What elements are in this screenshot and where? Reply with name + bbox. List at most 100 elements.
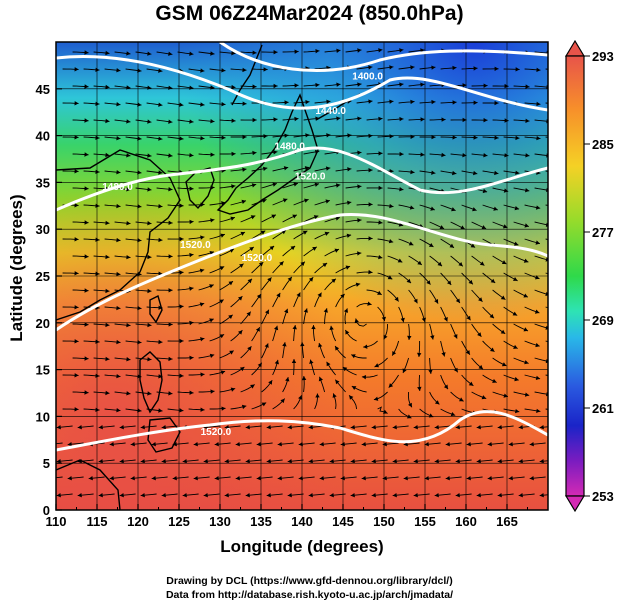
streamline-arrowhead xyxy=(209,251,214,256)
streamline-arrowhead xyxy=(266,493,271,498)
streamline-arrowhead xyxy=(308,459,313,464)
streamline-arrowhead xyxy=(105,118,110,124)
streamline-arrowhead xyxy=(413,493,418,498)
streamline-arrowhead xyxy=(105,254,110,260)
streamline-arrowhead xyxy=(309,359,314,364)
streamline-arrowhead xyxy=(535,240,540,245)
streamline-arrowhead xyxy=(340,442,345,447)
height-contours xyxy=(56,42,548,452)
streamline-arrowhead xyxy=(408,402,412,408)
streamline-arrowhead xyxy=(47,442,51,446)
streamline-arrowhead xyxy=(77,425,82,430)
streamline-arrowhead xyxy=(179,408,184,413)
streamline-arrowhead xyxy=(95,67,100,72)
streamline-arrowhead xyxy=(147,322,152,328)
streamline-arrowhead xyxy=(468,279,473,285)
streamline-arrowhead xyxy=(296,292,301,298)
streamline-arrowhead xyxy=(284,308,289,314)
streamline-arrowhead xyxy=(481,395,487,400)
streamline-arrowhead xyxy=(261,402,267,407)
streamline-arrowhead xyxy=(266,459,271,464)
lon-tick-label: 150 xyxy=(373,514,395,529)
streamline-arrowhead xyxy=(300,261,305,266)
streamline-arrowhead xyxy=(84,84,89,89)
streamline-arrowhead xyxy=(525,153,530,158)
contour-label: 1400.0 xyxy=(352,71,383,82)
streamline-arrowhead xyxy=(318,376,323,382)
streamline-arrowhead xyxy=(84,50,89,55)
contour-1520-south xyxy=(56,410,548,452)
streamline-arrowhead xyxy=(294,116,299,122)
streamline-arrowhead xyxy=(231,151,236,157)
streamline-arrowhead xyxy=(105,356,110,362)
streamline-arrowhead xyxy=(431,99,436,105)
streamline-arrowhead xyxy=(378,255,383,260)
streamline-arrowhead xyxy=(105,220,110,226)
streamline-arrowhead xyxy=(168,153,173,158)
streamline-arrowhead xyxy=(311,325,316,330)
streamline-arrowhead xyxy=(88,476,93,481)
streamline-arrowhead xyxy=(210,119,215,124)
streamline-arrowhead xyxy=(322,263,328,268)
contour-1400 xyxy=(219,42,548,72)
streamline-arrowhead xyxy=(193,476,198,481)
streamline-arrowhead xyxy=(224,425,229,430)
streamline-arrowhead xyxy=(137,305,142,311)
streamline-arrowhead xyxy=(389,65,394,70)
streamline-arrowhead xyxy=(105,390,110,396)
streamline-arrowhead xyxy=(455,298,460,303)
streamline-arrowhead xyxy=(455,425,460,430)
streamline-arrowhead xyxy=(313,215,319,220)
streamline-arrowhead xyxy=(209,284,214,289)
streamline-arrowhead xyxy=(95,203,100,208)
streamline-arrowhead xyxy=(494,100,499,106)
lon-tick-label: 125 xyxy=(168,514,190,529)
streamline-arrowhead xyxy=(403,476,408,481)
streamline-arrowhead xyxy=(284,100,289,105)
lat-tick-label: 20 xyxy=(36,316,50,331)
streamline-arrowhead xyxy=(473,66,478,71)
streamline-arrowhead xyxy=(140,493,145,498)
streamline-arrowhead xyxy=(515,170,520,175)
lon-tick-label: 165 xyxy=(496,514,518,529)
colorbar-body xyxy=(565,55,585,497)
streamline-arrowhead xyxy=(220,233,225,238)
streamline-arrowhead xyxy=(235,476,240,481)
streamline-arrowhead xyxy=(179,136,184,141)
streamline-arrowhead xyxy=(392,351,397,356)
streamline-arrowhead xyxy=(116,237,121,243)
streamline-arrowhead xyxy=(285,377,290,382)
streamline-arrowhead xyxy=(497,425,502,430)
streamline-arrowhead xyxy=(525,118,530,123)
streamline-arrowhead xyxy=(221,201,226,206)
streamline-arrowhead xyxy=(524,360,529,365)
streamline-arrowhead xyxy=(515,135,520,141)
lat-tick-label: 40 xyxy=(36,129,50,144)
streamline-arrowhead xyxy=(443,384,448,390)
streamline-arrowhead xyxy=(476,493,481,498)
streamline-arrowhead xyxy=(524,392,530,397)
streamline-arrowhead xyxy=(371,425,376,430)
streamline-arrowhead xyxy=(245,425,250,430)
streamline-arrowhead xyxy=(513,344,518,349)
streamline-arrowhead xyxy=(269,246,275,251)
lon-tick-label: 145 xyxy=(332,514,354,529)
streamline-arrowhead xyxy=(200,372,205,377)
streamline-arrowhead xyxy=(361,476,366,481)
streamline-arrowhead xyxy=(417,352,422,357)
streamline-arrowhead xyxy=(430,335,435,340)
streamline-arrowhead xyxy=(466,476,471,481)
streamline-arrowhead xyxy=(67,476,72,481)
streamline-arrowhead xyxy=(200,136,205,141)
streamline-arrowhead xyxy=(214,476,219,481)
streamline-arrowhead xyxy=(490,278,496,283)
streamline-arrowhead xyxy=(346,233,352,238)
streamline-arrowhead xyxy=(536,101,541,107)
streamline-arrowhead xyxy=(428,413,434,418)
streamline-arrowhead xyxy=(325,199,330,204)
streamline-arrowhead xyxy=(452,170,457,176)
streamline-arrowhead xyxy=(466,315,471,321)
streamline-arrowhead xyxy=(468,381,474,386)
streamline-arrowhead xyxy=(492,378,497,383)
streamline-arrowhead xyxy=(315,82,320,88)
